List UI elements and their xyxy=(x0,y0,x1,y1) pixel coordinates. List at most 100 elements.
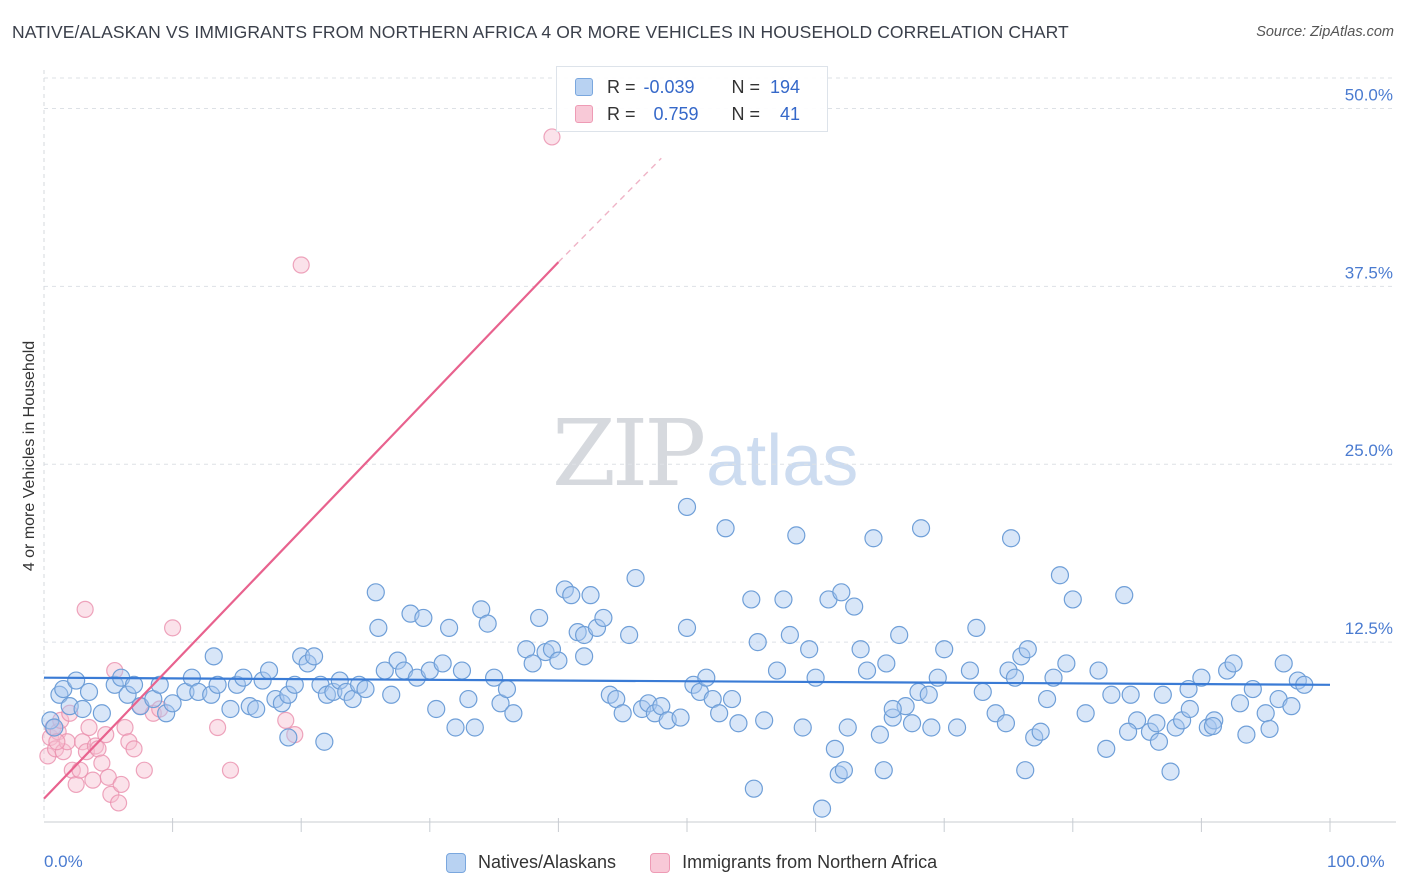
point-natives xyxy=(626,568,645,588)
legend-swatch-blue xyxy=(575,78,593,96)
point-natives xyxy=(202,685,221,704)
point-immigrants xyxy=(221,761,240,779)
point-natives xyxy=(967,618,986,637)
point-natives xyxy=(485,668,504,687)
point-natives xyxy=(613,704,632,723)
point-natives xyxy=(1180,699,1199,719)
point-natives xyxy=(150,675,169,694)
point-natives xyxy=(497,679,517,699)
point-natives xyxy=(356,679,375,699)
point-natives xyxy=(1031,722,1050,741)
point-natives xyxy=(1089,661,1108,680)
watermark-zip: ZIP xyxy=(552,400,706,507)
point-natives xyxy=(780,625,799,645)
legend-swatch-natives xyxy=(446,852,466,873)
point-natives xyxy=(1224,654,1243,673)
point-natives xyxy=(1260,719,1279,739)
point-natives xyxy=(851,640,870,659)
point-natives xyxy=(427,699,446,719)
point-natives xyxy=(247,699,266,719)
point-natives xyxy=(1037,689,1057,709)
point-natives xyxy=(1166,718,1185,737)
point-natives xyxy=(1097,739,1116,758)
point-natives xyxy=(92,704,111,723)
point-immigrants xyxy=(135,761,153,779)
point-natives xyxy=(1230,694,1250,713)
point-natives xyxy=(292,647,311,666)
point-natives xyxy=(1050,566,1070,585)
point-natives xyxy=(227,675,246,694)
point-natives xyxy=(523,654,542,673)
point-natives xyxy=(253,671,272,690)
point-natives xyxy=(1192,668,1211,687)
point-natives xyxy=(388,651,407,670)
point-natives xyxy=(919,685,938,704)
point-immigrants xyxy=(292,256,310,274)
point-natives xyxy=(845,597,864,616)
point-natives xyxy=(755,711,774,730)
point-natives xyxy=(793,718,812,737)
point-natives xyxy=(304,647,324,666)
point-natives xyxy=(67,671,86,690)
point-natives xyxy=(800,640,819,659)
legend-row-immigrants: R = 0.759 N = 41 xyxy=(575,100,800,128)
point-immigrants xyxy=(76,600,94,618)
point-natives xyxy=(1115,586,1134,605)
point-natives xyxy=(812,799,832,818)
legend-swatch-immigrants xyxy=(650,852,671,873)
point-natives xyxy=(1001,529,1021,548)
point-natives xyxy=(1121,685,1140,704)
series-natives-alaskans xyxy=(41,497,1314,818)
point-natives xyxy=(504,704,523,723)
point-natives xyxy=(1274,654,1293,673)
y-tick-label: 37.5% xyxy=(1345,263,1393,282)
legend-r-label: R = xyxy=(607,76,636,97)
point-natives xyxy=(722,689,742,709)
trend-line-immigrants xyxy=(43,261,560,800)
point-natives xyxy=(542,640,562,659)
point-natives xyxy=(767,661,787,680)
point-natives xyxy=(838,718,857,737)
axes xyxy=(43,70,1396,832)
legend-r-label: R = xyxy=(607,103,636,124)
point-natives xyxy=(1149,732,1169,751)
point-natives xyxy=(105,675,124,694)
point-natives xyxy=(947,718,967,737)
point-natives xyxy=(157,704,176,723)
point-immigrants xyxy=(52,711,70,729)
point-natives xyxy=(1218,661,1237,680)
point-natives xyxy=(1012,647,1031,666)
legend-row-natives: R = -0.039 N = 194 xyxy=(575,73,800,101)
watermark-atlas: atlas xyxy=(706,421,859,501)
point-natives xyxy=(1018,640,1037,659)
point-natives xyxy=(774,590,793,609)
point-immigrants xyxy=(116,718,134,737)
legend-r-value: -0.039 xyxy=(643,76,695,97)
point-natives xyxy=(1044,668,1063,687)
point-natives xyxy=(45,718,64,737)
watermark: ZIPatlas xyxy=(552,400,858,507)
point-natives xyxy=(452,661,472,680)
y-axis-label: 4 or more Vehicles in Household xyxy=(21,340,38,572)
point-natives xyxy=(999,661,1018,680)
point-immigrants xyxy=(277,711,295,729)
point-natives xyxy=(883,699,902,719)
point-natives xyxy=(620,625,639,645)
point-natives xyxy=(677,618,697,637)
point-natives xyxy=(414,608,433,628)
point-natives xyxy=(697,668,716,687)
point-natives xyxy=(594,608,613,628)
legend-n-value: 41 xyxy=(780,103,801,124)
point-natives xyxy=(742,590,761,609)
source-credit: Source: ZipAtlas.com xyxy=(1256,24,1394,40)
point-immigrants xyxy=(73,733,92,751)
point-natives xyxy=(1063,590,1082,609)
point-natives xyxy=(748,633,767,652)
point-immigrants xyxy=(99,768,117,786)
point-natives xyxy=(874,761,893,780)
correlation-legend: R = -0.039 N = 194 R = 0.759 N = 41 xyxy=(556,66,828,132)
point-natives xyxy=(204,647,223,666)
point-immigrants xyxy=(84,771,102,789)
point-immigrants xyxy=(67,775,85,794)
point-natives xyxy=(787,526,806,545)
